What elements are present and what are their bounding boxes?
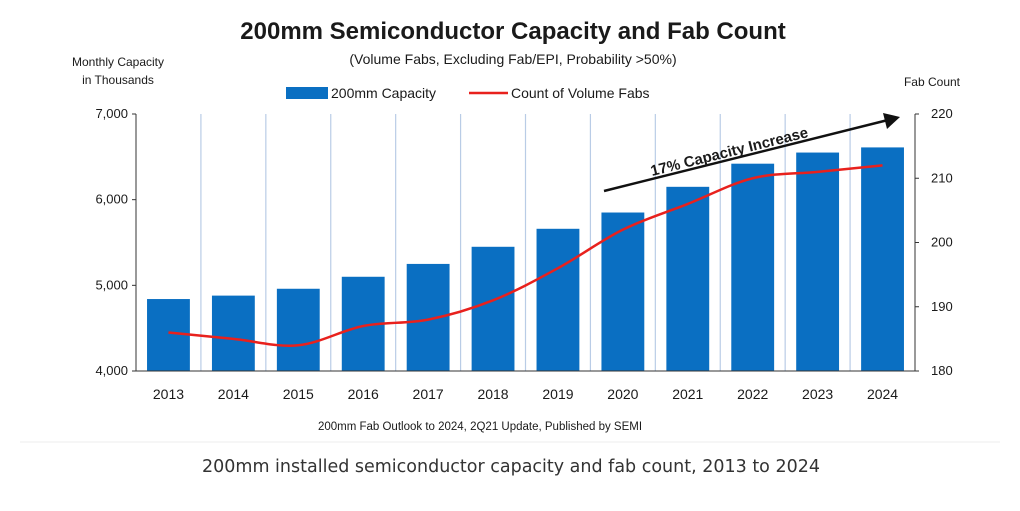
x-tick-label: 2022 xyxy=(737,386,768,402)
axes xyxy=(132,113,919,372)
source-note: 200mm Fab Outlook to 2024, 2Q21 Update, … xyxy=(318,421,642,433)
capacity-bars xyxy=(147,147,904,371)
capacity-bar xyxy=(471,246,515,371)
chart-title: 200mm Semiconductor Capacity and Fab Cou… xyxy=(240,18,785,45)
right-tick-label: 220 xyxy=(931,106,953,121)
legend: 200mm Capacity Count of Volume Fabs xyxy=(286,85,650,101)
capacity-bar xyxy=(861,147,904,371)
capacity-bar xyxy=(731,163,775,371)
right-tick-label: 210 xyxy=(931,170,953,185)
capacity-bar xyxy=(211,295,255,371)
left-axis-title-line1: Monthly Capacity xyxy=(72,55,164,69)
gridlines xyxy=(200,114,851,371)
x-tick-label: 2014 xyxy=(218,386,249,402)
capacity-bar xyxy=(536,228,580,371)
x-tick-label: 2015 xyxy=(283,386,314,402)
x-tick-label: 2024 xyxy=(867,386,898,402)
annotation-text: 17% Capacity Increase xyxy=(649,124,810,180)
x-tick-label: 2013 xyxy=(153,386,184,402)
right-tick-label: 200 xyxy=(931,235,953,250)
right-axis-title: Fab Count xyxy=(904,75,961,89)
chart-subtitle: (Volume Fabs, Excluding Fab/EPI, Probabi… xyxy=(349,51,676,67)
trend-arrow-line xyxy=(603,118,889,193)
legend-swatch-capacity xyxy=(286,87,328,99)
legend-label-capacity: 200mm Capacity xyxy=(331,85,436,101)
x-tick-label: 2016 xyxy=(348,386,379,402)
right-tick-label: 190 xyxy=(931,299,953,314)
left-tick-label: 4,000 xyxy=(95,363,128,378)
x-tick-label: 2017 xyxy=(413,386,444,402)
fab-count-series-line xyxy=(168,164,883,347)
x-tick-label: 2023 xyxy=(802,386,833,402)
capacity-bar xyxy=(666,186,710,371)
trend-arrow-head xyxy=(883,113,900,129)
legend-label-fab-count: Count of Volume Fabs xyxy=(511,85,650,101)
x-tick-label: 2018 xyxy=(477,386,508,402)
figure-caption: 200mm installed semiconductor capacity a… xyxy=(202,457,820,477)
fab-count-line xyxy=(168,164,883,347)
capacity-bar xyxy=(276,288,320,371)
capacity-bar xyxy=(601,212,645,371)
x-tick-label: 2020 xyxy=(607,386,638,402)
x-tick-label: 2021 xyxy=(672,386,703,402)
right-tick-label: 180 xyxy=(931,363,953,378)
left-axis-title-line2: in Thousands xyxy=(82,73,154,87)
tick-labels: 4,000 5,000 6,000 7,000 180 190 200 210 220 2013 2… xyxy=(95,106,952,402)
capacity-bar xyxy=(796,152,840,371)
left-tick-label: 6,000 xyxy=(95,192,128,207)
left-tick-label: 5,000 xyxy=(95,277,128,292)
x-tick-label: 2019 xyxy=(542,386,573,402)
left-tick-label: 7,000 xyxy=(95,106,128,121)
